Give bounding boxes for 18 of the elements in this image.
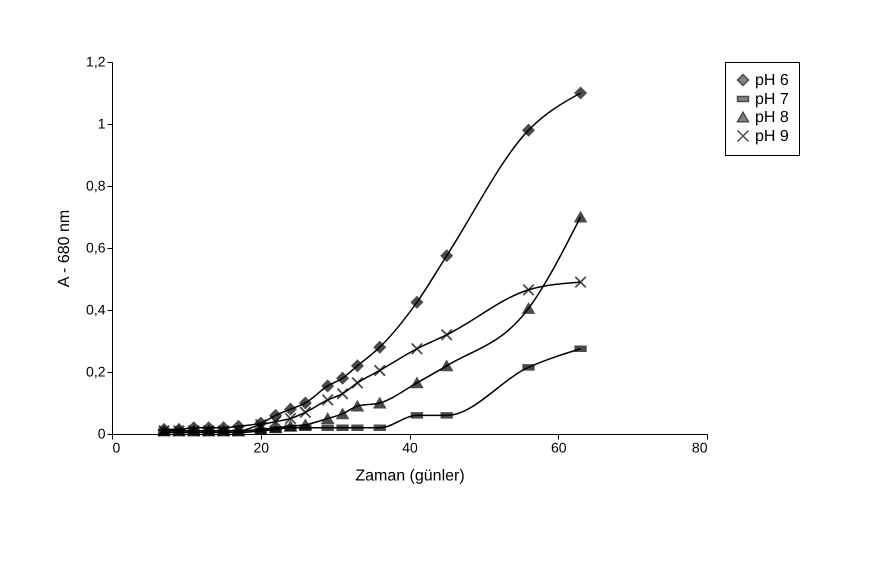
x-tick-label: 80	[692, 440, 708, 456]
legend-label: pH 7	[755, 91, 789, 108]
y-axis-title: A - 680 nm	[56, 210, 74, 288]
x-axis-title: Zaman (günler)	[355, 468, 465, 484]
x-tick-label: 60	[550, 440, 567, 456]
y-tick-label: 1	[98, 116, 106, 132]
x-tick-label: 0	[112, 440, 120, 456]
y-tick-label: 0,2	[86, 364, 106, 380]
y-tick-label: 0,4	[86, 302, 106, 318]
y-tick-label: 0,8	[86, 178, 106, 194]
x-tick-label: 20	[253, 440, 270, 456]
legend-label: pH 6	[755, 72, 789, 89]
x-tick-label: 40	[402, 440, 418, 456]
legend-label: pH 8	[755, 109, 789, 126]
y-tick-label: 1,2	[86, 54, 106, 70]
y-tick-label: 0,6	[86, 240, 106, 256]
y-tick-label: 0	[98, 426, 106, 442]
legend-label: pH 9	[755, 128, 789, 145]
